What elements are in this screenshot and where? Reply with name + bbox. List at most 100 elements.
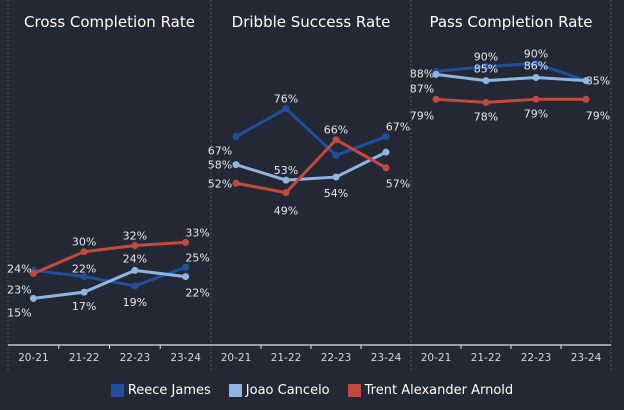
x-tick-label: 23-24: [170, 352, 201, 364]
data-point: [131, 282, 139, 290]
series-line-trent-alexander-arnold: [235, 138, 387, 195]
series-line-reece-james: [235, 107, 387, 157]
x-tick-label: 22-23: [521, 352, 552, 364]
data-label: 90%: [474, 51, 498, 64]
data-label: 57%: [386, 178, 410, 191]
x-tick-label: 21-22: [69, 352, 100, 364]
x-tick-label: 22-23: [120, 352, 151, 364]
data-label: 85%: [474, 63, 498, 76]
data-point: [80, 288, 88, 296]
data-point: [182, 263, 190, 271]
legend-item-trent-alexander-arnold[interactable]: Trent Alexander Arnold: [347, 383, 514, 398]
data-label: 76%: [274, 93, 298, 106]
data-label: 79%: [586, 109, 610, 122]
data-label: 30%: [72, 236, 96, 249]
data-label: 54%: [324, 187, 348, 200]
data-point: [332, 151, 340, 159]
data-label: 67%: [208, 145, 232, 158]
data-label: 86%: [524, 60, 548, 73]
data-point: [532, 60, 540, 68]
series-line-reece-james: [33, 265, 187, 288]
data-label: 87%: [410, 82, 434, 95]
data-point: [232, 161, 240, 169]
data-label: 32%: [123, 229, 147, 242]
series-line-joao-cancelo: [435, 72, 587, 83]
data-label: 33%: [185, 226, 209, 239]
x-tick-label: 20-21: [421, 352, 452, 364]
chart-title: Cross Completion Rate: [24, 13, 195, 31]
series-line-reece-james: [435, 62, 587, 83]
data-label: 79%: [524, 107, 548, 120]
data-label: 15%: [7, 306, 31, 319]
data-point: [432, 95, 440, 103]
data-point: [282, 105, 290, 113]
x-tick-label: 21-22: [471, 352, 502, 364]
legend-item-joao-cancelo[interactable]: Joao Cancelo: [228, 383, 330, 398]
series-line-joao-cancelo: [235, 150, 387, 182]
data-point: [332, 173, 340, 181]
data-point: [432, 70, 440, 78]
data-label: 49%: [274, 205, 298, 218]
data-point: [232, 179, 240, 187]
legend-label: Joao Cancelo: [245, 383, 330, 398]
data-point: [582, 95, 590, 103]
data-point: [131, 241, 139, 249]
legend-item-reece-james[interactable]: Reece James: [110, 383, 211, 398]
data-label: 66%: [324, 124, 348, 137]
data-point: [232, 133, 240, 141]
data-point: [582, 77, 590, 85]
data-point: [29, 294, 37, 302]
data-label: 88%: [410, 67, 434, 80]
data-label: 53%: [274, 164, 298, 177]
data-point: [482, 63, 490, 71]
series-line-joao-cancelo: [33, 268, 186, 300]
legend-swatch: [228, 384, 242, 397]
x-tick-label: 23-24: [571, 352, 602, 364]
data-label: 25%: [185, 251, 209, 264]
data-label: 24%: [123, 252, 147, 265]
chart-title: Dribble Success Rate: [232, 13, 391, 31]
data-point: [80, 248, 88, 256]
charts-svg: Cross Completion Rate 20-21 21-22 22-23 23-2…: [7, 0, 612, 372]
data-point: [482, 98, 490, 106]
x-tick-label: 21-22: [271, 352, 302, 364]
data-label: 17%: [72, 300, 96, 313]
data-label: 78%: [474, 110, 498, 123]
data-point: [29, 269, 37, 277]
data-point: [382, 133, 390, 141]
data-point: [282, 189, 290, 197]
data-point: [532, 95, 540, 103]
legend-swatch: [110, 384, 124, 397]
x-tick-label: 22-23: [321, 352, 352, 364]
x-tick-label: 20-21: [18, 352, 49, 364]
data-point: [182, 238, 190, 246]
data-point: [382, 148, 390, 156]
data-point: [382, 164, 390, 172]
data-label: 52%: [208, 177, 232, 190]
data-label: 90%: [524, 48, 548, 61]
data-label: 22%: [72, 263, 96, 276]
series-line-trent-alexander-arnold: [32, 240, 186, 275]
data-label: 79%: [410, 109, 434, 122]
chart-title: Pass Completion Rate: [429, 13, 592, 31]
data-point: [282, 176, 290, 184]
legend-label: Reece James: [127, 383, 211, 398]
data-label: 19%: [123, 296, 147, 309]
data-point: [532, 74, 540, 82]
data-label: 22%: [185, 287, 209, 300]
data-label: 58%: [208, 159, 232, 172]
data-label: 24%: [7, 262, 31, 275]
data-label: 67%: [386, 121, 410, 134]
data-point: [80, 273, 88, 281]
x-tick-label: 23-24: [371, 352, 402, 364]
legend-swatch: [347, 384, 361, 397]
legend-label: Trent Alexander Arnold: [364, 383, 514, 398]
series-line-trent-alexander-arnold: [435, 97, 586, 104]
legend: Reece James Joao Cancelo Trent Alexander…: [0, 383, 624, 398]
data-label: 23%: [7, 283, 31, 296]
x-tick-label: 20-21: [221, 352, 252, 364]
data-point: [131, 266, 139, 274]
data-point: [482, 77, 490, 85]
data-label: 85%: [586, 75, 610, 88]
